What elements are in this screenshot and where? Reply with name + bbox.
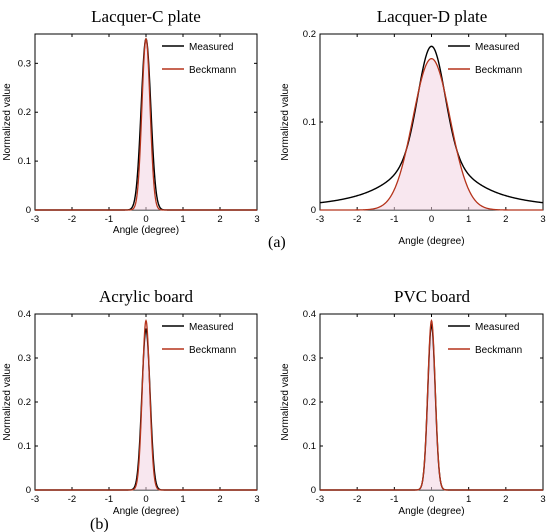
- y-tick-label: 0.2: [303, 397, 316, 408]
- x-axis-label: Angle (degree): [113, 506, 179, 517]
- y-tick-label: 0.4: [18, 309, 31, 320]
- x-tick-label: 0: [143, 494, 148, 505]
- x-tick-label: 1: [180, 494, 185, 505]
- y-axis-label: Normalized value: [280, 83, 291, 161]
- y-tick-label: 0.4: [303, 309, 316, 320]
- legend-label: Beckmann: [189, 345, 236, 356]
- x-tick-label: -2: [68, 494, 76, 505]
- legend-label: Measured: [189, 42, 233, 53]
- y-tick-label: 0.2: [18, 107, 31, 118]
- x-tick-label: 1: [466, 214, 471, 225]
- beckmann-fill: [35, 320, 257, 490]
- series-line-beckmann: [35, 318, 257, 491]
- x-tick-label: 2: [503, 214, 508, 225]
- x-tick-label: -1: [105, 214, 113, 225]
- y-tick-label: 0.1: [18, 441, 31, 452]
- y-tick-label: 0.3: [18, 58, 31, 69]
- legend-label: Beckmann: [189, 65, 236, 76]
- y-axis-label: Normalized value: [280, 363, 291, 441]
- x-tick-label: 0: [429, 494, 434, 505]
- x-tick-label: -3: [31, 214, 39, 225]
- chart-panel-4: PVC board -3 -2 -1 0 1 2 3 0 0.1 0.2 0.3 0.4 Angle (d…: [280, 287, 546, 517]
- y-axis-label: Normalized value: [2, 363, 13, 441]
- x-tick-label: -3: [31, 494, 39, 505]
- x-axis-label: Angle (degree): [113, 225, 179, 236]
- chart-panel-3: Acrylic board -3 -2 -1 0 1 2 3 0 0.1 0.2 0.3 0.4 Angl…: [2, 287, 260, 517]
- beckmann-fill: [35, 38, 257, 210]
- legend-label: Beckmann: [475, 345, 522, 356]
- x-tick-label: 0: [429, 214, 434, 225]
- x-tick-label: 3: [540, 494, 545, 505]
- y-tick-label: 0: [311, 485, 316, 496]
- y-axis-label: Normalized value: [2, 83, 13, 161]
- x-tick-label: 2: [217, 214, 222, 225]
- chart-title: PVC board: [394, 287, 471, 306]
- chart-panel-1: Lacquer-C plate -3 -2 -1 0 1 2 3 0 0.1 0.2 0.3 Angle…: [2, 7, 260, 236]
- x-tick-label: 1: [180, 214, 185, 225]
- x-tick-label: -3: [316, 214, 324, 225]
- chart-panel-2: Lacquer-D plate -3 -2 -1 0 1 2 3 0 0.1 0.2 Angle (d…: [280, 7, 546, 247]
- legend-label: Measured: [475, 42, 519, 53]
- legend-label: Beckmann: [475, 65, 522, 76]
- x-tick-label: -3: [316, 494, 324, 505]
- y-tick-label: 0.1: [303, 441, 316, 452]
- x-tick-label: -2: [353, 494, 361, 505]
- series-line-measured: [319, 45, 544, 204]
- series-line-beckmann: [35, 37, 257, 211]
- y-tick-label: 0.3: [18, 353, 31, 364]
- x-tick-label: -1: [390, 494, 398, 505]
- x-tick-label: 0: [143, 214, 148, 225]
- chart-title: Lacquer-C plate: [91, 7, 201, 26]
- series-line-beckmann: [320, 318, 543, 491]
- panel-tag-b: (b): [90, 516, 109, 532]
- x-tick-label: 3: [540, 214, 545, 225]
- x-tick-label: 1: [466, 494, 471, 505]
- x-axis-label: Angle (degree): [398, 506, 464, 517]
- y-tick-label: 0.1: [303, 117, 316, 128]
- y-tick-label: 0.1: [18, 156, 31, 167]
- x-tick-label: -1: [105, 494, 113, 505]
- x-tick-label: 3: [254, 214, 259, 225]
- y-tick-label: 0: [311, 205, 316, 216]
- y-tick-label: 0.2: [303, 29, 316, 40]
- series-line-beckmann: [320, 57, 543, 211]
- legend-label: Measured: [475, 322, 519, 333]
- x-tick-label: -2: [353, 214, 361, 225]
- chart-title: Lacquer-D plate: [377, 7, 488, 26]
- x-tick-label: -2: [68, 214, 76, 225]
- legend-label: Measured: [189, 322, 233, 333]
- y-tick-label: 0.3: [303, 353, 316, 364]
- x-axis-label: Angle (degree): [398, 236, 464, 247]
- y-tick-label: 0.2: [18, 397, 31, 408]
- x-tick-label: 2: [503, 494, 508, 505]
- x-tick-label: 3: [254, 494, 259, 505]
- beckmann-fill: [320, 58, 543, 210]
- x-tick-label: -1: [390, 214, 398, 225]
- beckmann-fill: [320, 320, 543, 490]
- y-tick-label: 0: [26, 205, 31, 216]
- x-tick-label: 2: [217, 494, 222, 505]
- y-tick-label: 0: [26, 485, 31, 496]
- chart-title: Acrylic board: [99, 287, 193, 306]
- panel-tag-a: (a): [268, 234, 286, 251]
